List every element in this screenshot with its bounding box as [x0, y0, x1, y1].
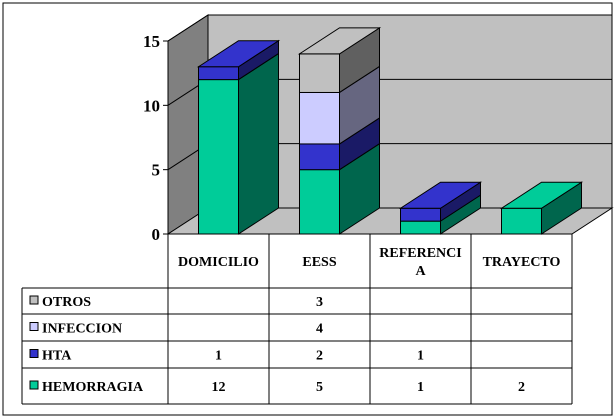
- bar-segment: [198, 52, 279, 235]
- y-tick-label: 10: [143, 96, 160, 115]
- data-table: [21, 233, 573, 405]
- bars: [196, 26, 584, 235]
- category-label-line: EESS: [302, 255, 336, 270]
- table-value: 1: [215, 349, 222, 364]
- table-value: 2: [316, 349, 323, 364]
- table-value: 1: [417, 380, 424, 395]
- category-label-line: DOMICILIO: [178, 255, 259, 270]
- bar-front: [198, 79, 239, 235]
- category-label: TRAYECTO: [483, 255, 561, 270]
- table-value: 4: [316, 322, 323, 337]
- legend-swatch: [29, 295, 39, 305]
- bar-segment: [398, 181, 483, 223]
- bar-front: [400, 220, 441, 235]
- gridline-side: [167, 14, 209, 42]
- bar-front: [299, 169, 340, 235]
- y-tick-label: 15: [143, 32, 160, 51]
- data-table-text: DOMICILIO EESS REFERENCI A TRAYECTO OTROS 3 INF…: [29, 246, 561, 395]
- category-label: EESS: [302, 255, 336, 270]
- table-value: 5: [316, 380, 323, 395]
- legend-swatch: [29, 322, 39, 331]
- y-axis-ticks: 0 5 10 15: [143, 32, 168, 244]
- legend-label: INFECCION: [42, 322, 122, 337]
- bar-top: [196, 40, 281, 68]
- bar-segment: [196, 39, 281, 81]
- bar-segment: [299, 65, 380, 145]
- table-value: 2: [518, 380, 525, 395]
- bar-side: [238, 52, 279, 235]
- legend-swatch: [29, 380, 39, 390]
- bar-front: [198, 66, 239, 81]
- bar-front: [501, 207, 542, 235]
- bar-top: [297, 27, 382, 55]
- y-tick-label: 0: [152, 225, 161, 244]
- legend-label: HEMORRAGIA: [42, 380, 144, 395]
- bar-top: [398, 181, 483, 209]
- y-tick-label: 5: [152, 161, 161, 180]
- bar-front: [299, 143, 340, 171]
- table-value: 3: [316, 295, 323, 310]
- category-label-line: TRAYECTO: [483, 255, 561, 270]
- category-label-line: REFERENCI: [379, 246, 461, 261]
- table-value: 1: [417, 349, 424, 364]
- bar-segment: [299, 117, 380, 171]
- category-label: REFERENCI A: [379, 246, 461, 279]
- category-label-line: A: [415, 264, 426, 279]
- legend-label: OTROS: [42, 295, 91, 310]
- bar-front: [299, 53, 340, 93]
- bar-front: [400, 207, 441, 222]
- bar-front: [299, 91, 340, 145]
- bar-segment: [297, 26, 382, 94]
- bar-segment: [400, 194, 481, 235]
- bar-top: [499, 181, 584, 209]
- legend-swatch: [29, 349, 39, 358]
- legend-label: HTA: [42, 349, 72, 364]
- bar-segment: [499, 181, 584, 235]
- category-label: DOMICILIO: [178, 255, 259, 270]
- table-value: 12: [212, 380, 226, 395]
